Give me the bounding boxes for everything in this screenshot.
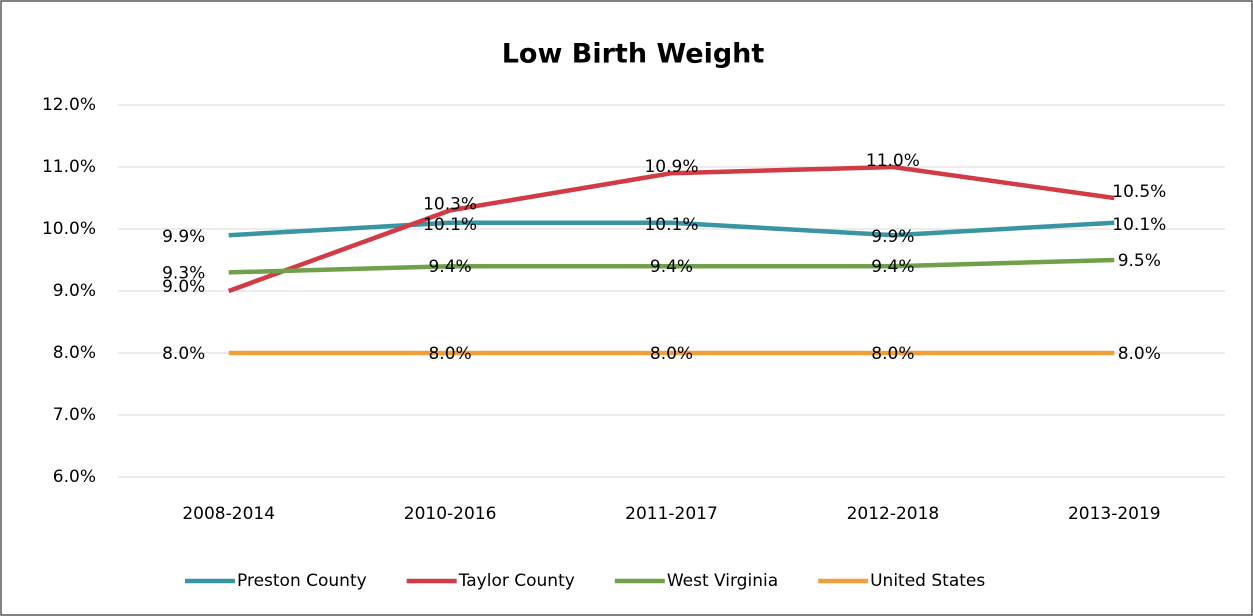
data-label: 8.0% — [1118, 344, 1161, 364]
legend-label: Taylor County — [458, 571, 575, 591]
data-label: 10.9% — [644, 157, 698, 177]
data-label: 8.0% — [162, 344, 205, 364]
data-label: 10.1% — [423, 215, 477, 235]
data-label: 10.3% — [423, 194, 477, 214]
y-tick-label: 12.0% — [42, 95, 96, 115]
data-label: 8.0% — [871, 344, 914, 364]
data-label: 9.9% — [162, 227, 205, 247]
y-tick-label: 8.0% — [53, 343, 96, 363]
data-label: 10.5% — [1112, 182, 1166, 202]
x-tick-label: 2008-2014 — [182, 504, 275, 524]
data-label: 9.4% — [428, 257, 471, 277]
legend-label: United States — [870, 571, 985, 591]
x-tick-label: 2012-2018 — [847, 504, 940, 524]
data-label: 9.9% — [871, 227, 914, 247]
y-tick-label: 7.0% — [53, 405, 96, 425]
data-label: 9.3% — [162, 263, 205, 283]
x-tick-label: 2013-2019 — [1068, 504, 1161, 524]
data-label: 9.5% — [1118, 251, 1161, 271]
data-label: 10.1% — [644, 215, 698, 235]
data-label: 10.1% — [1112, 215, 1166, 235]
y-tick-label: 9.0% — [53, 281, 96, 301]
chart-title: Low Birth Weight — [502, 39, 765, 70]
data-label: 8.0% — [650, 344, 693, 364]
y-tick-label: 6.0% — [53, 467, 96, 487]
y-tick-label: 11.0% — [42, 157, 96, 177]
data-label: 9.0% — [162, 277, 205, 297]
data-label: 9.4% — [650, 257, 693, 277]
y-tick-label: 10.0% — [42, 219, 96, 239]
line — [228, 257, 1115, 275]
line — [228, 220, 1115, 238]
line — [227, 164, 1115, 294]
legend-label: Preston County — [237, 571, 367, 591]
data-label: 8.0% — [428, 344, 471, 364]
data-label: 9.4% — [871, 257, 914, 277]
data-label: 11.0% — [866, 151, 920, 171]
x-tick-label: 2011-2017 — [625, 504, 718, 524]
x-tick-label: 2010-2016 — [404, 504, 497, 524]
legend-label: West Virginia — [667, 571, 778, 591]
